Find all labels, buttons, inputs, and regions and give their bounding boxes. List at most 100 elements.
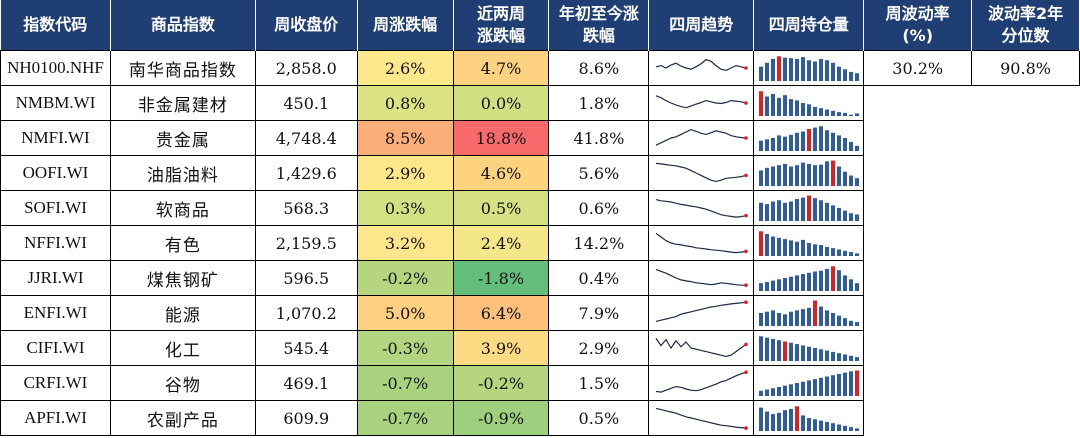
table-body: NH0100.NHF 南华商品指数 2,858.0 2.6% 4.7% 8.6% 30.2%… [0, 50, 1080, 436]
trend-sparkline [655, 232, 749, 254]
open-interest-bar [788, 58, 793, 81]
open-interest-bar [818, 270, 823, 291]
open-interest-bar [800, 197, 805, 221]
open-interest-bar [818, 306, 823, 326]
open-interest-bar [842, 210, 847, 221]
open-interest-bars-cell [753, 190, 865, 226]
open-interest-bar [782, 202, 787, 221]
open-interest-bar [854, 253, 859, 256]
index-name-cell: 贵金属 [109, 120, 256, 156]
table-row: APFI.WI 农副产品 609.9 -0.7% -0.9% 0.5% [0, 400, 1080, 436]
open-interest-bar [812, 244, 817, 256]
open-interest-bar [812, 165, 817, 186]
open-interest-bar-chart [758, 406, 859, 431]
open-interest-bar [776, 200, 781, 221]
index-code-cell: NMBM.WI [0, 85, 111, 121]
open-interest-bar [848, 71, 853, 81]
open-interest-bar [806, 346, 811, 361]
open-interest-bar [794, 383, 799, 396]
table-row: NMBM.WI 非金属建材 450.1 0.8% 0.0% 1.8% [0, 85, 1080, 121]
two-week-change-cell: 18.8% [452, 120, 550, 156]
weekly-change-cell: 5.0% [356, 295, 454, 331]
open-interest-bar [824, 60, 829, 81]
open-interest-bar [824, 350, 829, 361]
open-interest-bar [806, 418, 811, 431]
open-interest-bar [848, 355, 853, 361]
table-row: NFFI.WI 有色 2,159.5 3.2% 2.4% 14.2% [0, 225, 1080, 261]
sparkline-path [656, 95, 747, 109]
open-interest-bar [854, 145, 859, 151]
open-interest-bar-highlight [758, 91, 763, 116]
open-interest-bar [776, 340, 781, 361]
open-interest-bar [764, 233, 769, 256]
open-interest-bar [830, 248, 835, 256]
two-week-change-cell: -1.8% [452, 260, 550, 296]
trend-sparkline-cell [648, 225, 755, 261]
close-price-cell: 2,858.0 [254, 50, 358, 86]
open-interest-bar [848, 279, 853, 291]
open-interest-bar [818, 126, 823, 151]
header-four-week-open-interest: 四周持仓量 [753, 0, 865, 51]
open-interest-bar [788, 201, 793, 221]
open-interest-bar [788, 311, 793, 326]
sparkline-path [656, 407, 747, 429]
close-price-cell: 1,070.2 [254, 295, 358, 331]
weekly-change-cell: 0.3% [356, 190, 454, 226]
index-code-cell: JJRI.WI [0, 260, 111, 296]
open-interest-bar [842, 318, 847, 326]
table-row: CIFI.WI 化工 545.4 -0.3% 3.9% 2.9% [0, 330, 1080, 366]
volatility-percentile-cell [971, 295, 1080, 331]
open-interest-bar-highlight [830, 266, 835, 291]
open-interest-bar [806, 60, 811, 81]
header-two-week-change: 近两周 涨跌幅 [453, 0, 550, 51]
header-volatility-percentile: 波动率2年 分位数 [971, 0, 1080, 51]
open-interest-bars-cell [753, 365, 865, 401]
open-interest-bar [782, 385, 787, 396]
close-price-cell: 545.4 [254, 330, 358, 366]
table-row: CRFI.WI 谷物 469.1 -0.7% -0.2% 1.5% [0, 365, 1080, 401]
sparkline-path [656, 199, 747, 218]
trend-sparkline-cell [648, 330, 755, 366]
open-interest-bar [824, 268, 829, 291]
open-interest-bar [800, 415, 805, 431]
index-name-cell: 南华商品指数 [109, 50, 256, 86]
volatility-percentile-cell [971, 85, 1080, 121]
ytd-change-cell: 8.6% [548, 50, 650, 86]
open-interest-bar-chart [758, 266, 859, 291]
open-interest-bar-highlight [776, 56, 781, 81]
open-interest-bar [794, 132, 799, 151]
weekly-change-cell: 8.5% [356, 120, 454, 156]
open-interest-bars-cell [753, 260, 865, 296]
sparkline-end-point [744, 249, 749, 254]
ytd-change-cell: 14.2% [548, 225, 650, 261]
index-code-cell: ENFI.WI [0, 295, 111, 331]
open-interest-bar [806, 272, 811, 291]
open-interest-bar [836, 353, 841, 361]
open-interest-bar-chart [758, 370, 859, 396]
open-interest-bar [770, 414, 775, 431]
open-interest-bar [800, 309, 805, 326]
index-code-cell: OOFI.WI [0, 155, 111, 191]
open-interest-bar-highlight [806, 195, 811, 221]
index-name-cell: 软商品 [109, 190, 256, 226]
ytd-change-cell: 0.4% [548, 260, 650, 296]
weekly-change-cell: -0.7% [356, 365, 454, 401]
open-interest-bar [758, 390, 763, 396]
open-interest-bar [806, 104, 811, 116]
sparkline-path [655, 338, 747, 358]
sparkline-end-point [744, 173, 749, 178]
open-interest-bar [764, 389, 769, 396]
close-price-cell: 1,429.6 [254, 155, 358, 191]
weekly-change-cell: 2.6% [356, 50, 454, 86]
header-row: 指数代码 商品指数 周收盘价 周涨跌幅 近两周 涨跌幅 年初至今涨 跌幅 四周趋势 … [0, 0, 1080, 51]
open-interest-bar [818, 245, 823, 256]
index-name-cell: 有色 [109, 225, 256, 261]
index-name-cell: 能源 [109, 295, 256, 331]
open-interest-bar [776, 412, 781, 431]
header-name: 商品指数 [110, 0, 256, 51]
open-interest-bar [770, 138, 775, 151]
sparkline-path [656, 301, 747, 322]
weekly-volatility-cell [863, 400, 972, 436]
open-interest-bar [758, 202, 763, 221]
